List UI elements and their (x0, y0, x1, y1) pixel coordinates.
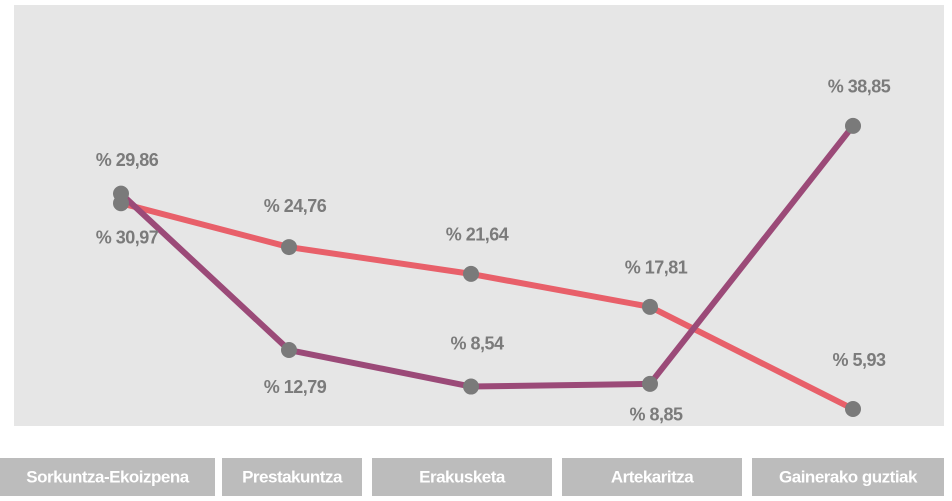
category-tab (562, 458, 742, 496)
category-label: Erakusketa (419, 467, 506, 486)
value-label: % 21,64 (446, 225, 509, 245)
plot-background (14, 5, 944, 426)
data-point (281, 342, 297, 359)
value-label: % 8,54 (450, 333, 504, 353)
value-label: % 30,97 (96, 227, 159, 247)
category-tab (0, 458, 215, 496)
data-point (281, 239, 297, 256)
value-label: % 29,86 (96, 150, 159, 170)
value-label: % 12,79 (264, 377, 327, 397)
category-label: Prestakuntza (242, 467, 343, 486)
category-tab (372, 458, 552, 496)
data-point (642, 375, 658, 392)
data-point (113, 185, 129, 202)
category-label: Sorkuntza-Ekoizpena (26, 467, 189, 486)
value-label: % 8,85 (629, 405, 683, 425)
category-tab (222, 458, 362, 496)
value-label: % 5,93 (832, 350, 886, 370)
category-tab (752, 458, 944, 496)
value-label: % 17,81 (625, 258, 688, 278)
data-point (463, 265, 479, 282)
category-label: Gainerako guztiak (779, 467, 918, 486)
data-point (845, 401, 861, 418)
data-point (463, 378, 479, 395)
value-label: % 38,85 (828, 77, 891, 97)
data-point (642, 298, 658, 315)
value-label: % 24,76 (264, 196, 327, 216)
category-label: Artekaritza (611, 467, 694, 486)
data-point (845, 117, 861, 134)
